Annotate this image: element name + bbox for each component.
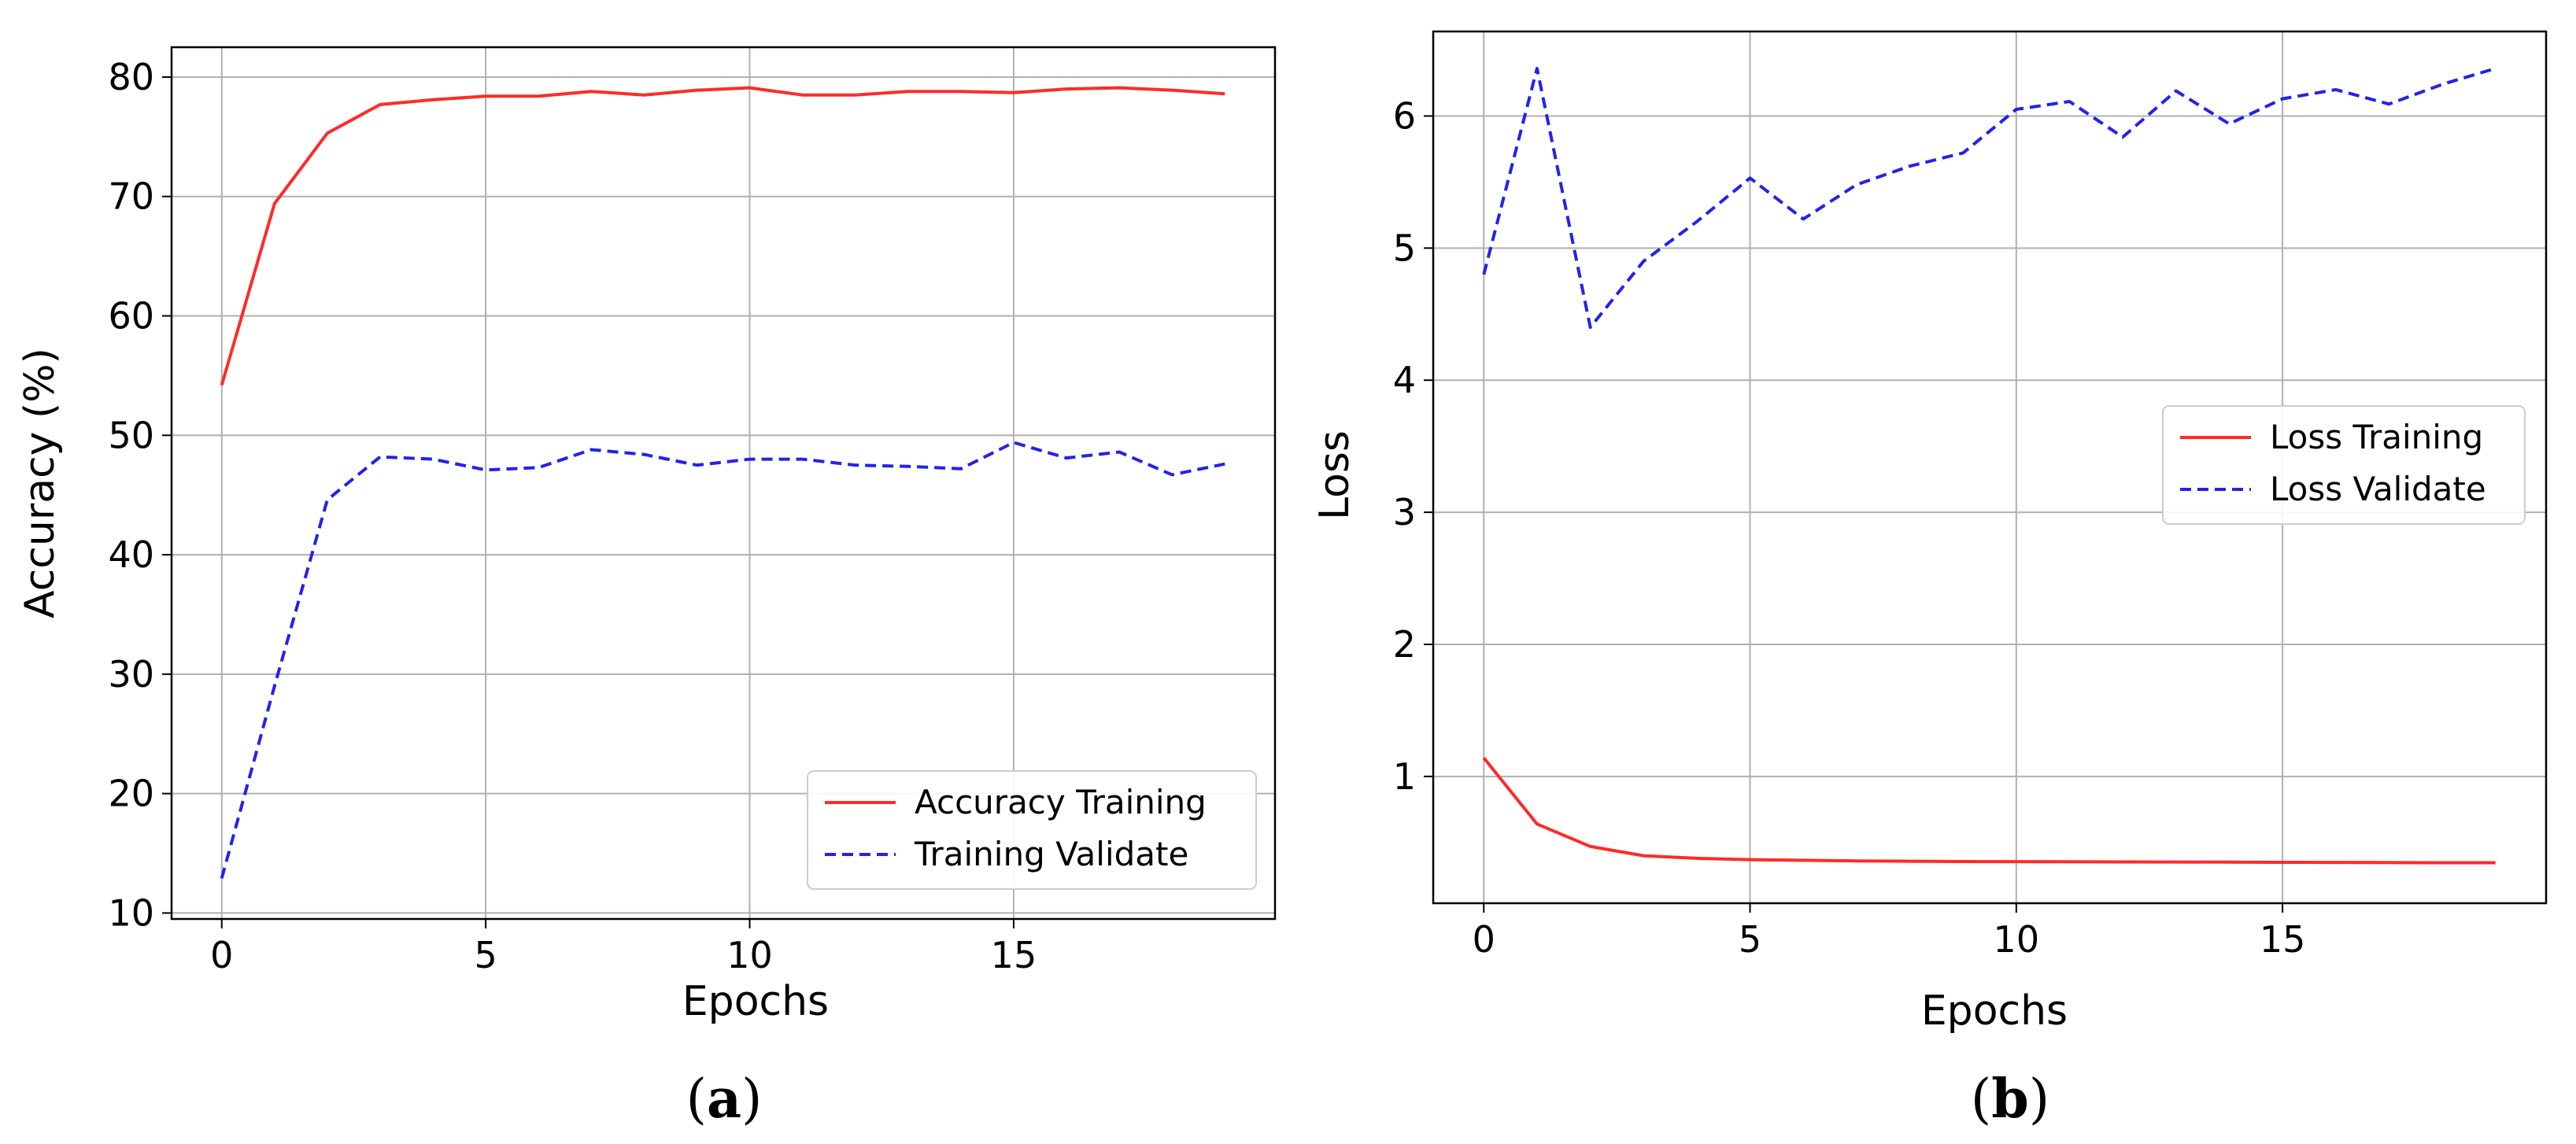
caption-close-paren: ) — [741, 1068, 763, 1131]
y-tick-label: 10 — [108, 891, 154, 934]
grid — [172, 47, 1275, 919]
panel-caption: (a) — [686, 1068, 762, 1131]
legend: Accuracy Training Training Validate — [807, 770, 1257, 890]
caption-open-paren: ( — [1971, 1068, 1992, 1131]
caption-letter: a — [707, 1068, 741, 1131]
x-tick-label: 10 — [1994, 918, 2040, 961]
legend-label: Training Validate — [914, 835, 1188, 873]
x-axis-title: Epochs — [682, 978, 829, 1025]
y-tick-label: 4 — [1393, 359, 1416, 401]
y-tick-label: 1 — [1393, 755, 1416, 798]
caption-open-paren: ( — [686, 1068, 707, 1131]
x-tick-label: 15 — [991, 934, 1037, 976]
series-line — [1482, 757, 2496, 865]
series-training-validate — [220, 441, 1225, 879]
y-tick-label: 60 — [108, 295, 154, 338]
y-tick-label: 5 — [1393, 227, 1416, 269]
legend-box — [807, 770, 1257, 890]
series-line — [220, 441, 1225, 879]
y-tick-label: 3 — [1393, 491, 1416, 533]
panel-a-accuracy-chart: 0 5 10 15 10 20 30 40 50 60 70 80 Epochs Accuracy (%)… — [17, 46, 1277, 1131]
series-loss-training — [1482, 757, 2496, 865]
y-tick-label: 20 — [108, 773, 154, 815]
y-axis-title: Loss — [1311, 430, 1358, 520]
legend-box — [2162, 405, 2526, 525]
x-tick-label: 15 — [2260, 918, 2306, 961]
plot-frame — [170, 46, 1277, 921]
x-tick-label: 0 — [1473, 918, 1495, 961]
x-tick-label: 5 — [1739, 918, 1761, 961]
legend: Loss Training Loss Validate — [2162, 405, 2526, 525]
y-tick-label: 40 — [108, 533, 154, 576]
y-tick-label: 70 — [108, 175, 154, 218]
y-tick-label: 50 — [108, 414, 154, 456]
y-tick-label: 2 — [1393, 623, 1416, 666]
y-tick-label: 30 — [108, 653, 154, 696]
series-line — [220, 86, 1225, 386]
panel-caption: (b) — [1971, 1068, 2050, 1131]
x-tick-label: 5 — [474, 934, 497, 976]
series-accuracy-training — [220, 86, 1225, 386]
x-axis-title: Epochs — [1921, 987, 2068, 1035]
series-line — [1482, 67, 2497, 329]
series-loss-validate — [1482, 67, 2497, 329]
plot-frame — [1432, 30, 2548, 905]
legend-label: Loss Validate — [2270, 470, 2486, 508]
caption-close-paren: ) — [2029, 1068, 2050, 1131]
legend-label: Accuracy Training — [915, 783, 1207, 821]
x-tick-label: 0 — [210, 934, 233, 976]
caption-letter: b — [1991, 1068, 2029, 1131]
legend-label: Loss Training — [2270, 418, 2483, 456]
y-tick-label: 6 — [1393, 94, 1416, 137]
y-tick-label: 80 — [108, 56, 154, 98]
x-tick-label: 10 — [726, 934, 773, 976]
y-axis-title: Accuracy (%) — [17, 348, 64, 618]
